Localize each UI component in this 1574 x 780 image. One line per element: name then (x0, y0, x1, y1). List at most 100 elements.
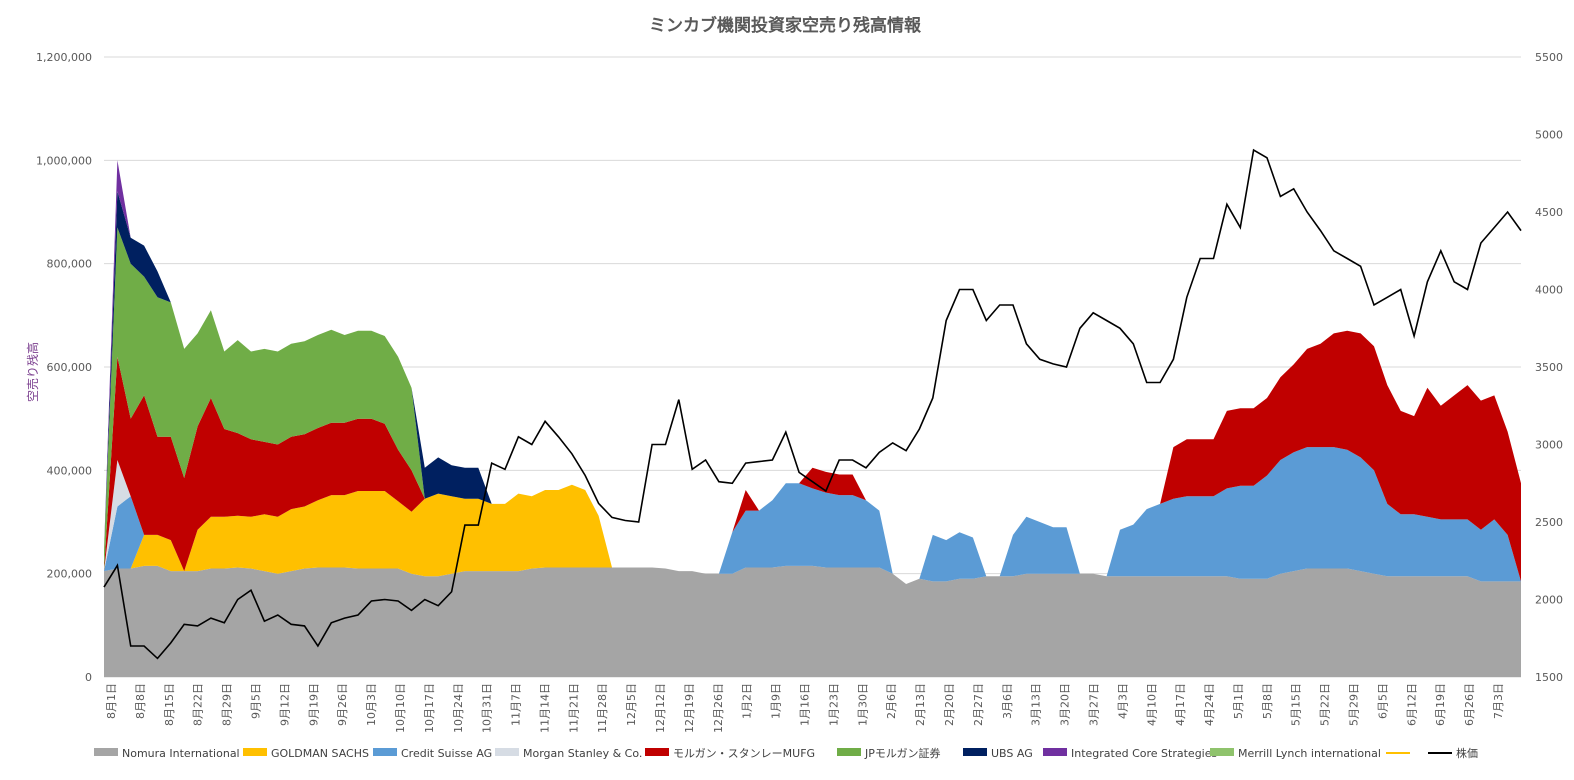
x-tick-label: 7月3日 (1492, 683, 1505, 719)
x-tick-label: 12月26日 (712, 683, 725, 733)
x-tick-label: 6月19日 (1434, 683, 1447, 726)
area-series (104, 447, 1521, 584)
legend-label: 株価 (1456, 746, 1478, 760)
y-tick-label: 0 (85, 671, 92, 684)
legend-swatch (645, 748, 669, 756)
y2-tick-label: 2500 (1535, 516, 1563, 529)
legend-label: モルガン・スタンレーMUFG (673, 747, 815, 760)
x-tick-label: 11月14日 (538, 683, 551, 733)
x-tick-label: 2月13日 (914, 683, 927, 726)
x-tick-label: 2月27日 (972, 683, 985, 726)
legend-label: Morgan Stanley & Co. (523, 747, 642, 760)
x-tick-label: 9月26日 (336, 683, 349, 726)
x-tick-label: 8月8日 (134, 683, 147, 719)
x-tick-label: 10月17日 (423, 683, 436, 733)
y-tick-label: 600,000 (47, 361, 93, 374)
y2-tick-label: 3500 (1535, 361, 1563, 374)
x-tick-label: 4月24日 (1203, 683, 1216, 726)
x-tick-label: 1月16日 (799, 683, 812, 726)
x-tick-label: 6月26日 (1463, 683, 1476, 726)
area-series (104, 227, 1521, 584)
right-axis-ticks: 1500 2000 2500 3000 3500 4000 4500 5000 5500 (1535, 51, 1563, 684)
area-series (104, 330, 1521, 584)
y-tick-label: 1,000,000 (36, 154, 92, 167)
legend: Nomura International GOLDMAN SACHS Credit … (94, 746, 1478, 760)
x-tick-label: 6月12日 (1405, 683, 1418, 726)
area-series (104, 191, 1521, 585)
x-tick-label: 4月3日 (1116, 683, 1129, 719)
x-tick-label: 8月1日 (105, 683, 118, 719)
y-tick-label: 400,000 (47, 464, 93, 477)
x-tick-label: 12月12日 (654, 683, 667, 733)
x-tick-label: 12月19日 (683, 683, 696, 733)
x-tick-label: 8月22日 (192, 683, 205, 726)
legend-label: GOLDMAN SACHS (271, 747, 369, 760)
x-tick-label: 10月3日 (365, 683, 378, 726)
x-tick-label: 6月5日 (1376, 683, 1389, 719)
legend-label: UBS AG (991, 747, 1033, 760)
y-tick-label: 200,000 (47, 568, 93, 581)
x-tick-label: 1月2日 (741, 683, 754, 719)
x-tick-label: 10月24日 (452, 683, 465, 733)
y2-tick-label: 4500 (1535, 206, 1563, 219)
y2-tick-label: 3000 (1535, 439, 1563, 452)
stacked-areas (104, 160, 1521, 677)
legend-swatch (1210, 748, 1234, 756)
x-tick-label: 1月9日 (770, 683, 783, 719)
x-tick-label: 11月7日 (510, 683, 523, 726)
legend-label: Credit Suisse AG (401, 747, 492, 760)
x-tick-label: 3月20日 (1059, 683, 1072, 726)
x-tick-label: 9月5日 (249, 683, 262, 719)
price-line-series (103, 148, 1522, 660)
price-line (103, 148, 1522, 660)
left-axis-ticks: 0 200,000 400,000 600,000 800,000 1,000,000 1,… (36, 51, 92, 684)
y-tick-label: 1,200,000 (36, 51, 92, 64)
x-tick-label: 10月10日 (394, 683, 407, 733)
x-tick-label: 1月23日 (827, 683, 840, 726)
x-tick-label: 5月1日 (1232, 683, 1245, 719)
x-tick-label: 2月6日 (885, 683, 898, 719)
x-tick-label: 3月27日 (1087, 683, 1100, 726)
x-tick-label: 10月31日 (481, 683, 494, 733)
y2-tick-label: 5500 (1535, 51, 1563, 64)
x-tick-label: 4月10日 (1145, 683, 1158, 726)
x-tick-label: 9月19日 (307, 683, 320, 726)
x-tick-label: 4月17日 (1174, 683, 1187, 726)
x-tick-label: 2月20日 (943, 683, 956, 726)
x-tick-label: 3月6日 (1001, 683, 1014, 719)
y2-tick-label: 2000 (1535, 594, 1563, 607)
x-axis-ticks: 8月1日 8月8日 8月15日 8月22日 8月29日 9月5日 9月12日 9月19日 9月2… (105, 683, 1505, 733)
x-tick-label: 5月22日 (1319, 683, 1332, 726)
x-tick-label: 9月12日 (278, 683, 291, 726)
area-series (104, 565, 1521, 677)
x-tick-label: 3月13日 (1030, 683, 1043, 726)
legend-label: Merrill Lynch international (1238, 747, 1381, 760)
legend-swatch (243, 748, 267, 756)
legend-label: Integrated Core Strategies (1071, 747, 1218, 760)
y2-tick-label: 1500 (1535, 671, 1563, 684)
legend-swatch (963, 748, 987, 756)
y-axis-label: 空売り残高 (25, 342, 40, 402)
x-tick-label: 8月29日 (221, 683, 234, 726)
x-tick-label: 8月15日 (163, 683, 176, 726)
legend-swatch (495, 748, 519, 756)
y2-tick-label: 4000 (1535, 284, 1563, 297)
legend-swatch (94, 748, 118, 756)
x-tick-label: 5月8日 (1261, 683, 1274, 719)
legend-label: Nomura International (122, 747, 240, 760)
x-tick-label: 1月30日 (856, 683, 869, 726)
x-tick-label: 5月15日 (1290, 683, 1303, 726)
x-tick-label: 11月28日 (596, 683, 609, 733)
chart-title: ミンカブ機関投資家空売り残高情報 (649, 15, 922, 36)
legend-swatch (837, 748, 861, 756)
y-tick-label: 800,000 (47, 258, 93, 271)
x-tick-label: 11月21日 (567, 683, 580, 733)
legend-swatch (1043, 748, 1067, 756)
x-tick-label: 5月29日 (1348, 683, 1361, 726)
y2-tick-label: 5000 (1535, 129, 1563, 142)
x-tick-label: 12月5日 (625, 683, 638, 726)
legend-label: JPモルガン証券 (864, 746, 941, 760)
legend-swatch (373, 748, 397, 756)
